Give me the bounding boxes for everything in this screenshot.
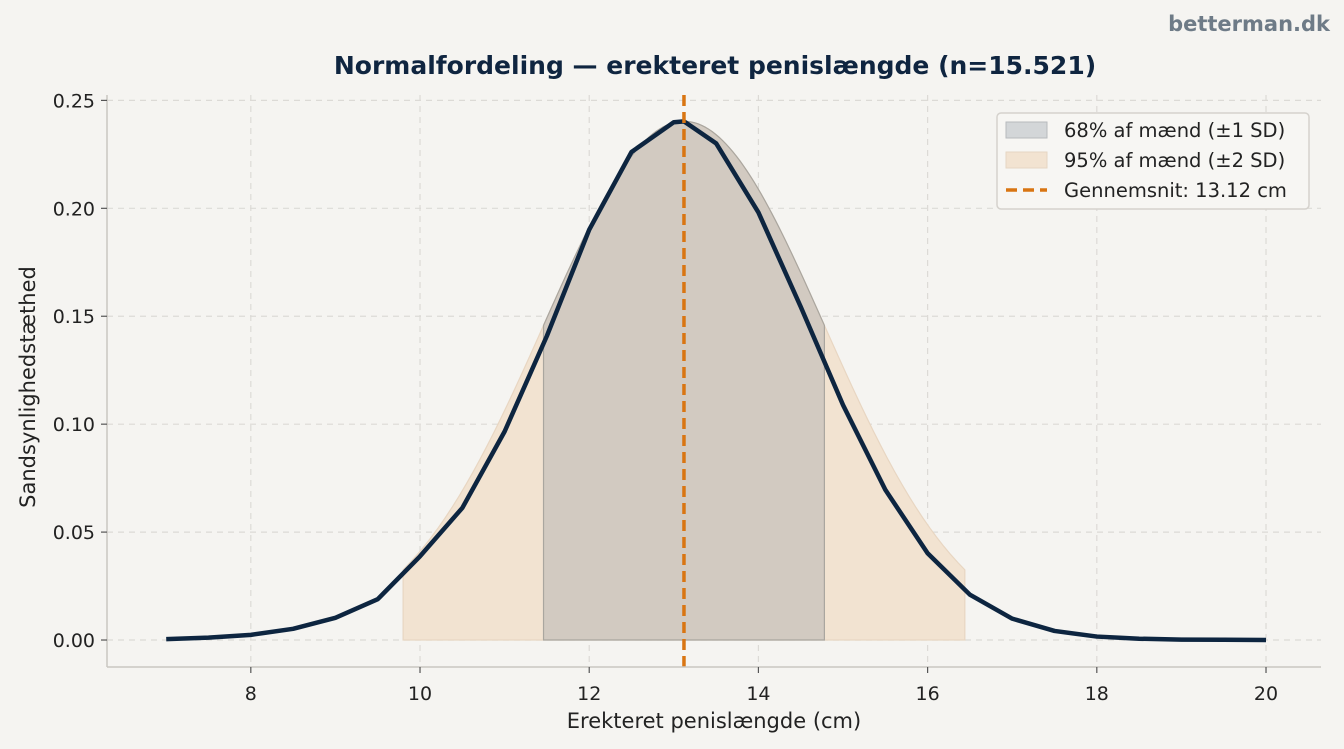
y-tick-label: 0.25 bbox=[53, 90, 95, 112]
legend-swatch-68 bbox=[1005, 121, 1048, 139]
chart-title: Normalfordeling — erekteret penislængde … bbox=[334, 51, 1096, 80]
y-tick-label: 0.15 bbox=[53, 306, 95, 328]
x-tick-label: 18 bbox=[1085, 683, 1109, 705]
x-tick-label: 10 bbox=[408, 683, 432, 705]
legend-box bbox=[996, 112, 1310, 210]
y-tick-label: 0.00 bbox=[53, 630, 95, 652]
y-tick-label: 0.10 bbox=[53, 414, 95, 436]
x-tick-label: 20 bbox=[1254, 683, 1278, 705]
x-axis-label: Erekteret penislængde (cm) bbox=[567, 709, 861, 733]
y-axis-label: Sandsynlighedstæthed bbox=[16, 266, 40, 508]
y-tick-label: 0.20 bbox=[53, 198, 95, 220]
density-curve bbox=[166, 119, 1267, 643]
x-tick-label: 14 bbox=[746, 683, 770, 705]
legend-label: 95% af mænd (±2 SD) bbox=[1064, 149, 1285, 172]
y-tick-label: 0.05 bbox=[53, 522, 95, 544]
x-tick-label: 16 bbox=[916, 683, 940, 705]
legend-label: Gennemsnit: 13.12 cm bbox=[1064, 179, 1287, 202]
legend-swatch-95 bbox=[1005, 151, 1048, 169]
x-tick-label: 8 bbox=[245, 683, 257, 705]
watermark: betterman.dk bbox=[1168, 12, 1330, 36]
legend-label: 68% af mænd (±1 SD) bbox=[1064, 119, 1285, 142]
x-tick-label: 12 bbox=[577, 683, 601, 705]
